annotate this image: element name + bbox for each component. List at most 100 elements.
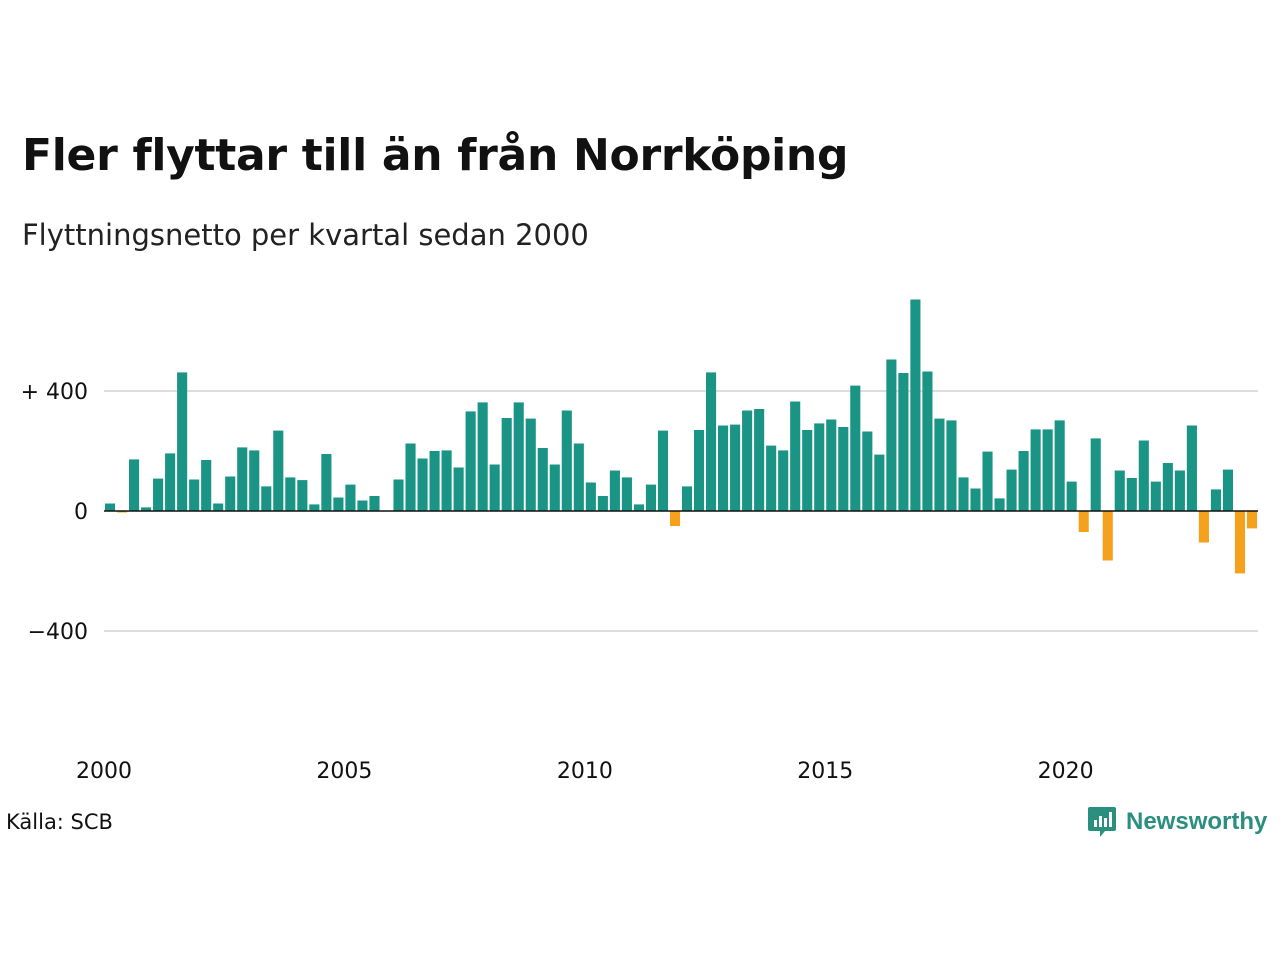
bar (1078, 511, 1089, 532)
bar (165, 453, 176, 511)
bar (898, 373, 909, 511)
bar (657, 430, 669, 511)
newsworthy-logo-icon (1088, 807, 1116, 837)
bar (405, 443, 416, 511)
chart-title: Fler flyttar till än från Norrköping (22, 130, 849, 181)
bar (982, 451, 993, 511)
bar (261, 486, 272, 511)
bar (1090, 438, 1101, 511)
bar (934, 418, 945, 511)
bar (321, 454, 332, 511)
bar (477, 402, 488, 511)
bar (1066, 481, 1077, 511)
bar (706, 372, 717, 511)
bar (309, 504, 320, 511)
bar (153, 478, 164, 511)
bar (1186, 425, 1197, 511)
bar (417, 458, 428, 511)
bar (681, 486, 693, 511)
bar (1114, 470, 1125, 511)
bar (814, 423, 825, 511)
bar (910, 299, 921, 511)
bar (718, 425, 729, 511)
bar (1210, 489, 1221, 511)
bar (609, 470, 620, 511)
y-tick-label: 0 (74, 500, 88, 525)
bar (537, 448, 548, 511)
bar (597, 496, 608, 511)
x-axis-labels: 2000 2005 2010 2015 2020 (76, 759, 1094, 784)
source-note: Källa: SCB (6, 810, 113, 834)
bar (742, 410, 753, 511)
bar (249, 450, 260, 511)
bar (393, 479, 404, 511)
bar (489, 464, 500, 511)
bar (237, 447, 248, 511)
chart-subtitle: Flyttningsnetto per kvartal sedan 2000 (22, 218, 589, 252)
x-tick-label: 2020 (1038, 759, 1094, 784)
bar (874, 454, 885, 511)
bar (1162, 463, 1173, 511)
bar (213, 503, 224, 511)
bar (826, 419, 837, 511)
bar (357, 500, 368, 511)
bar (1030, 429, 1041, 511)
bar (994, 498, 1005, 511)
bar (766, 445, 777, 511)
bar (1222, 469, 1233, 511)
x-tick-label: 2005 (316, 759, 372, 784)
bar (1198, 511, 1209, 543)
bar (946, 420, 957, 511)
bar (573, 443, 584, 511)
bar (465, 411, 476, 511)
bar (1150, 481, 1161, 511)
brand-logo-lockup[interactable]: Newsworthy (1088, 803, 1267, 841)
bar-chart: + 400 0 −400 2000 2005 2010 2015 2020 (21, 299, 1258, 784)
bar (850, 385, 861, 511)
bar (201, 460, 212, 511)
bar (621, 477, 632, 511)
bar (958, 477, 969, 511)
bar (104, 503, 116, 511)
bar (453, 467, 464, 511)
bar (645, 484, 656, 511)
bar (1234, 511, 1246, 574)
bars (104, 299, 1258, 574)
bar (1042, 429, 1053, 511)
bar (141, 507, 152, 511)
bar (177, 372, 188, 511)
bar (189, 479, 200, 511)
y-tick-label: + 400 (21, 380, 88, 405)
bar (790, 401, 801, 511)
x-tick-label: 2010 (557, 759, 613, 784)
bar (1174, 470, 1185, 511)
bar (297, 480, 308, 511)
bar (1018, 451, 1029, 511)
bar (693, 430, 705, 511)
bar (778, 450, 789, 511)
bar (1126, 478, 1137, 511)
bar (970, 488, 981, 511)
x-tick-label: 2000 (76, 759, 132, 784)
bar (345, 484, 356, 511)
bar (225, 476, 236, 511)
bar (441, 450, 452, 511)
bar (730, 424, 741, 511)
bar (754, 409, 765, 511)
bar (862, 431, 873, 511)
bar (129, 459, 140, 511)
bar (561, 410, 572, 511)
bar (1246, 511, 1258, 529)
bar (886, 359, 897, 511)
bar (549, 464, 560, 511)
bar (1102, 511, 1113, 561)
bar (513, 402, 524, 511)
bar (802, 430, 813, 511)
bar (525, 418, 536, 511)
bar (369, 496, 380, 511)
y-tick-label: −400 (28, 620, 88, 645)
bar (1138, 440, 1149, 511)
bar (501, 418, 512, 511)
bar (633, 504, 644, 511)
bar (1006, 469, 1017, 511)
